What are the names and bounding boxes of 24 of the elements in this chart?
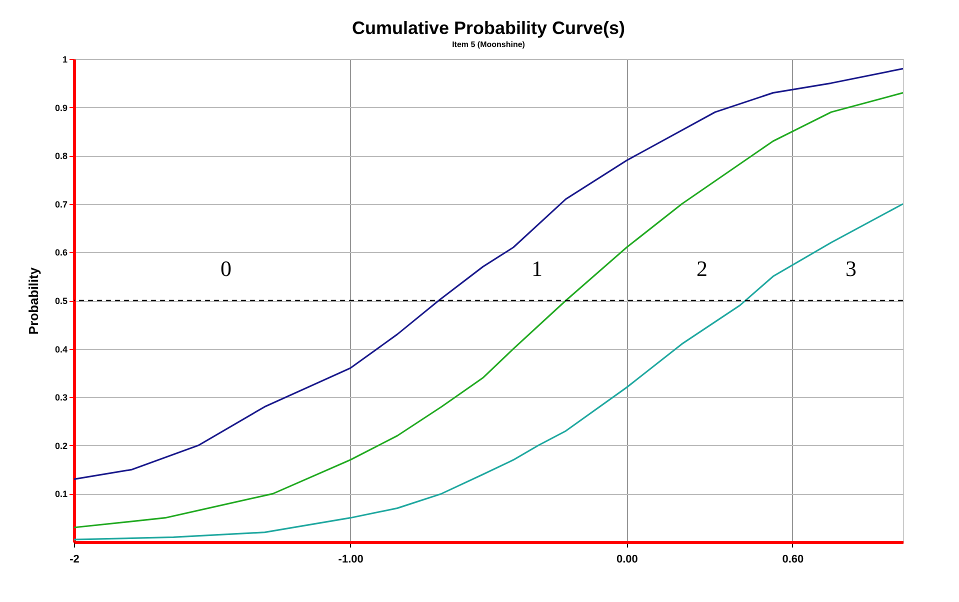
y-tick-label: 0.8 <box>54 151 68 162</box>
y-tick-label: 1 <box>62 54 68 64</box>
y-tick-label: 0.5 <box>54 296 68 306</box>
y-tick-label: 0.7 <box>54 199 68 210</box>
y-tick-label: 0.3 <box>54 392 68 403</box>
chart-title: Cumulative Probability Curve(s) <box>352 18 626 38</box>
y-axis-title: Probability <box>26 266 41 335</box>
y-tick-label: 0.1 <box>54 489 68 500</box>
line-series <box>74 92 903 528</box>
y-tick-label: 0.4 <box>54 344 68 354</box>
line-series <box>74 68 903 480</box>
chart-subtitle: Item 5 (Moonshine) <box>452 40 526 49</box>
annotation: 1 <box>532 256 542 281</box>
annotation: 3 <box>846 256 856 281</box>
x-tick-label: -2 <box>70 554 80 566</box>
line-series <box>74 203 903 540</box>
x-tick-label: 0.00 <box>616 554 638 566</box>
y-tick-label: 0.6 <box>54 248 68 258</box>
y-tick-label: 0.2 <box>54 440 68 451</box>
y-tick-label: 0.9 <box>54 102 68 113</box>
annotation: 0 <box>220 256 232 281</box>
annotation: 2 <box>696 256 708 281</box>
x-tick-label: -1.00 <box>338 554 364 566</box>
x-tick-label: 0.60 <box>782 554 804 566</box>
